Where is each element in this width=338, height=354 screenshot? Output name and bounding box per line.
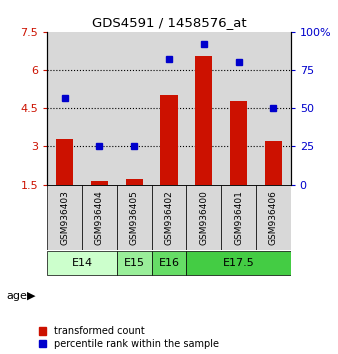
Legend: transformed count, percentile rank within the sample: transformed count, percentile rank withi… [39,326,219,349]
FancyBboxPatch shape [221,184,256,250]
Text: E15: E15 [124,257,145,268]
FancyBboxPatch shape [47,251,117,275]
Bar [91,181,108,184]
Bar [265,141,282,184]
Text: GSM936406: GSM936406 [269,190,278,245]
FancyBboxPatch shape [152,251,186,275]
Bar [125,179,143,184]
Title: GDS4591 / 1458576_at: GDS4591 / 1458576_at [92,16,246,29]
Text: E17.5: E17.5 [223,257,255,268]
Text: ▶: ▶ [27,291,35,301]
Text: E14: E14 [72,257,93,268]
FancyBboxPatch shape [186,251,291,275]
Bar [195,56,213,184]
Text: age: age [7,291,28,301]
FancyBboxPatch shape [82,184,117,250]
FancyBboxPatch shape [186,184,221,250]
Text: E16: E16 [159,257,179,268]
FancyBboxPatch shape [256,184,291,250]
Text: GSM936404: GSM936404 [95,190,104,245]
Text: GSM936405: GSM936405 [130,190,139,245]
FancyBboxPatch shape [47,184,82,250]
Bar [160,96,178,184]
Text: GSM936400: GSM936400 [199,190,208,245]
FancyBboxPatch shape [152,184,186,250]
Bar [230,101,247,184]
Text: GSM936403: GSM936403 [60,190,69,245]
Bar [56,139,73,184]
Text: GSM936402: GSM936402 [165,190,173,245]
Text: GSM936401: GSM936401 [234,190,243,245]
FancyBboxPatch shape [117,251,152,275]
FancyBboxPatch shape [117,184,152,250]
